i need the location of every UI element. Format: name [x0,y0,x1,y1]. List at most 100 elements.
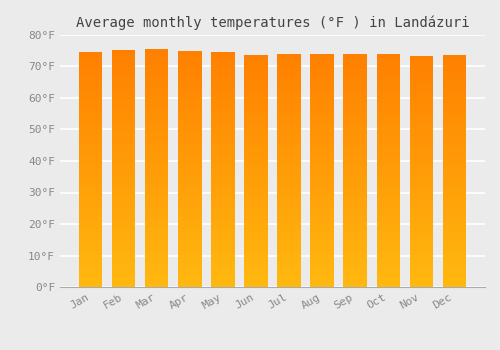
Bar [146,192,169,194]
Bar [244,84,268,85]
Bar [212,181,234,182]
Bar [344,60,366,62]
Bar [178,62,202,64]
Bar [278,121,300,122]
Bar [410,179,432,181]
Bar [442,194,466,196]
Bar [376,239,400,240]
Bar [344,163,366,164]
Bar [80,246,102,248]
Bar [344,236,366,237]
Bar [410,258,432,259]
Bar [212,101,234,103]
Bar [80,220,102,221]
Bar [344,62,366,63]
Bar [80,71,102,73]
Bar [178,61,202,62]
Bar [244,166,268,168]
Bar [146,285,169,287]
Bar [344,197,366,198]
Bar [278,226,300,228]
Bar [146,119,169,120]
Bar [442,220,466,222]
Bar [80,214,102,215]
Bar [376,261,400,262]
Bar [310,141,334,142]
Bar [112,260,136,262]
Bar [278,237,300,239]
Bar [80,221,102,223]
Bar [80,262,102,264]
Bar [146,251,169,252]
Bar [112,271,136,273]
Bar [376,212,400,214]
Bar [80,223,102,224]
Bar [146,170,169,171]
Bar [244,171,268,172]
Bar [410,224,432,225]
Bar [442,67,466,69]
Bar [244,275,268,276]
Bar [310,156,334,158]
Bar [178,89,202,91]
Bar [146,125,169,127]
Bar [178,97,202,98]
Bar [212,157,234,159]
Bar [146,228,169,230]
Bar [278,128,300,130]
Bar [310,240,334,242]
Bar [212,207,234,209]
Bar [178,249,202,251]
Bar [178,243,202,245]
Bar [442,124,466,126]
Bar [244,158,268,160]
Bar [80,187,102,188]
Bar [442,89,466,90]
Bar [212,253,234,254]
Bar [278,239,300,240]
Bar [376,149,400,150]
Bar [442,279,466,281]
Bar [212,271,234,273]
Bar [80,96,102,98]
Bar [212,165,234,167]
Bar [146,128,169,130]
Bar [112,268,136,270]
Bar [212,176,234,177]
Bar [442,251,466,253]
Bar [442,203,466,205]
Bar [212,243,234,245]
Bar [112,235,136,237]
Bar [244,59,268,61]
Bar [112,184,136,186]
Bar [212,162,234,163]
Bar [376,168,400,169]
Bar [244,212,268,214]
Bar [80,184,102,185]
Bar [310,72,334,74]
Bar [278,58,300,60]
Bar [278,244,300,245]
Bar [244,200,268,202]
Bar [212,191,234,193]
Bar [212,90,234,91]
Bar [178,235,202,237]
Bar [80,234,102,235]
Bar [212,99,234,101]
Bar [80,60,102,62]
Bar [310,220,334,222]
Bar [310,149,334,150]
Bar [212,270,234,271]
Bar [310,265,334,267]
Bar [410,264,432,265]
Bar [212,104,234,105]
Bar [278,138,300,139]
Bar [344,152,366,153]
Bar [244,188,268,189]
Bar [112,276,136,278]
Bar [178,124,202,125]
Bar [178,69,202,70]
Bar [376,65,400,66]
Bar [376,226,400,228]
Bar [310,253,334,254]
